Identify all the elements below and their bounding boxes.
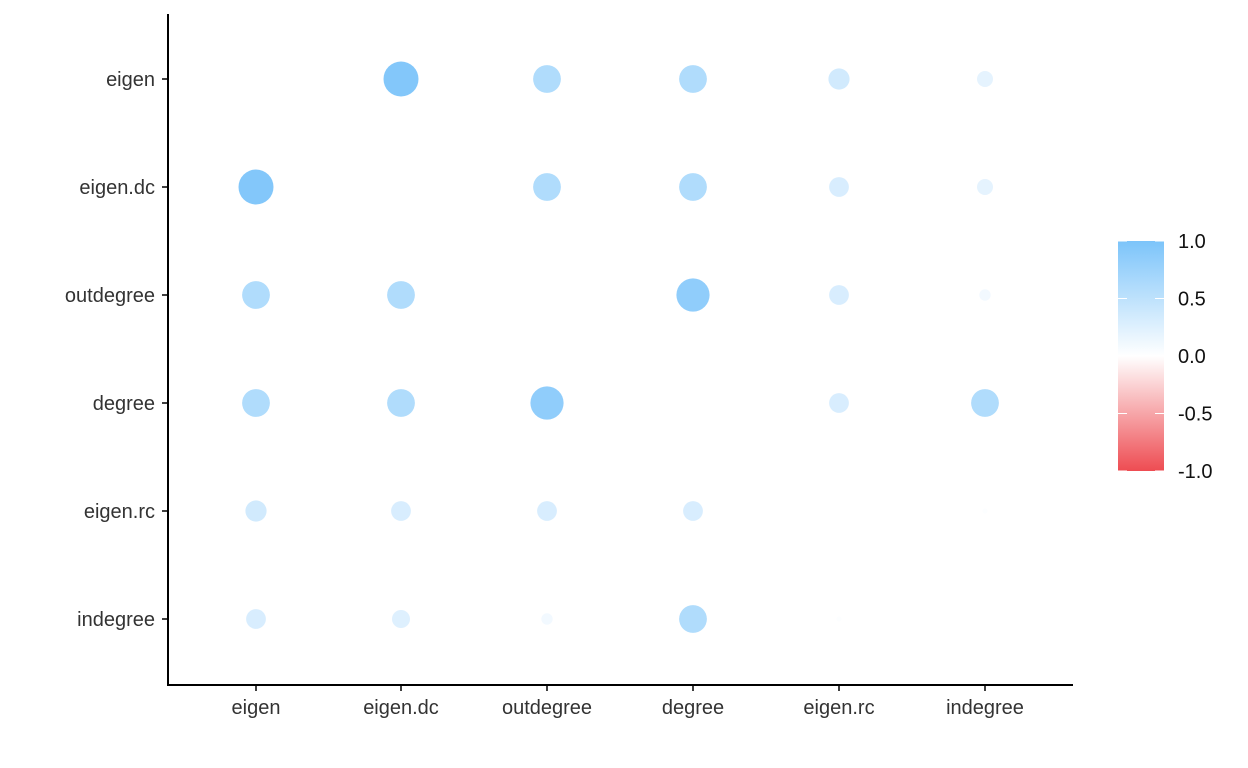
point-outdegree-eigen (242, 281, 270, 309)
point-eigen-degree (679, 65, 707, 93)
legend-tick-label: -1.0 (1178, 461, 1212, 483)
point-outdegree-degree (676, 278, 710, 312)
y-tick-label: eigen.dc (79, 177, 155, 199)
x-tick-label: indegree (946, 697, 1024, 719)
y-tick-label: eigen (106, 69, 155, 91)
color-legend: 1.0 0.5 0.0 -0.5 -1.0 (1118, 231, 1212, 483)
point-eigen-outdegree (533, 65, 561, 93)
y-tick-label: indegree (77, 609, 155, 631)
x-tick-label: outdegree (502, 697, 592, 719)
legend-tick-label: 1.0 (1178, 231, 1206, 253)
x-axis-ticks: eigen eigen.dc outdegree degree eigen.rc inde… (232, 685, 1024, 719)
point-eigen.rc-outdegree (537, 501, 557, 521)
point-eigen.rc-eigen (245, 500, 267, 522)
point-indegree-eigen.dc (392, 610, 410, 628)
x-tick-label: eigen (232, 697, 281, 719)
point-degree-indegree (971, 389, 999, 417)
point-eigen.rc-indegree (982, 508, 988, 514)
y-axis-ticks: eigen eigen.dc outdegree degree eigen.rc inde… (65, 69, 168, 631)
point-eigen-eigen.dc (383, 61, 419, 97)
point-eigen-eigen.rc (828, 68, 850, 90)
x-tick-label: eigen.dc (363, 697, 439, 719)
x-tick-label: degree (662, 697, 724, 719)
point-indegree-degree (679, 605, 707, 633)
points-layer (238, 61, 999, 633)
point-indegree-outdegree (541, 613, 553, 625)
point-outdegree-eigen.dc (387, 281, 415, 309)
point-eigen.dc-eigen.rc (829, 177, 849, 197)
point-eigen.dc-eigen (238, 169, 274, 205)
legend-tick-label: 0.5 (1178, 289, 1206, 311)
x-tick-label: eigen.rc (803, 697, 874, 719)
point-degree-eigen.rc (829, 393, 849, 413)
y-tick-label: outdegree (65, 285, 155, 307)
point-eigen.rc-eigen.dc (391, 501, 411, 521)
point-outdegree-indegree (979, 289, 991, 301)
point-degree-eigen (242, 389, 270, 417)
legend-tick-label: 0.0 (1178, 346, 1206, 368)
point-eigen.dc-degree (679, 173, 707, 201)
point-eigen-indegree (977, 71, 993, 87)
point-eigen.dc-outdegree (533, 173, 561, 201)
point-indegree-eigen (246, 609, 266, 629)
point-eigen.rc-degree (683, 501, 703, 521)
point-degree-outdegree (530, 386, 564, 420)
point-degree-eigen.dc (387, 389, 415, 417)
point-indegree-eigen.rc (836, 616, 842, 622)
legend-tick-label: -0.5 (1178, 404, 1212, 426)
point-eigen.dc-indegree (977, 179, 993, 195)
y-tick-label: degree (93, 393, 155, 415)
y-tick-label: eigen.rc (84, 501, 155, 523)
point-outdegree-eigen.rc (829, 285, 849, 305)
